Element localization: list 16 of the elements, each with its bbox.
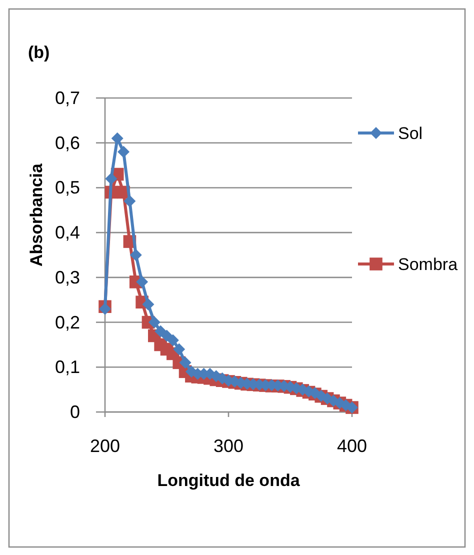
y-tick-label: 0,5: [54, 178, 80, 198]
y-tick-label: 0,1: [54, 357, 80, 378]
y-tick-label: 0,7: [54, 88, 80, 108]
x-tick-label: 400: [336, 436, 368, 456]
y-axis-title: Absorbancia: [27, 162, 46, 266]
x-tick-label: 200: [90, 436, 120, 456]
y-tick-label: 0,2: [54, 312, 80, 332]
chart-title: (b): [28, 43, 50, 62]
y-tick-label: 0,6: [54, 132, 80, 153]
legend-label: Sombra: [398, 255, 458, 274]
y-tick-label: 0,3: [54, 267, 80, 288]
legend-label: Sol: [398, 124, 423, 143]
y-tick-label: 0,4: [54, 222, 80, 243]
y-tick-label: 0: [70, 402, 80, 422]
x-tick-label: 300: [213, 436, 244, 456]
x-axis-title: Longitud de onda: [157, 471, 300, 490]
